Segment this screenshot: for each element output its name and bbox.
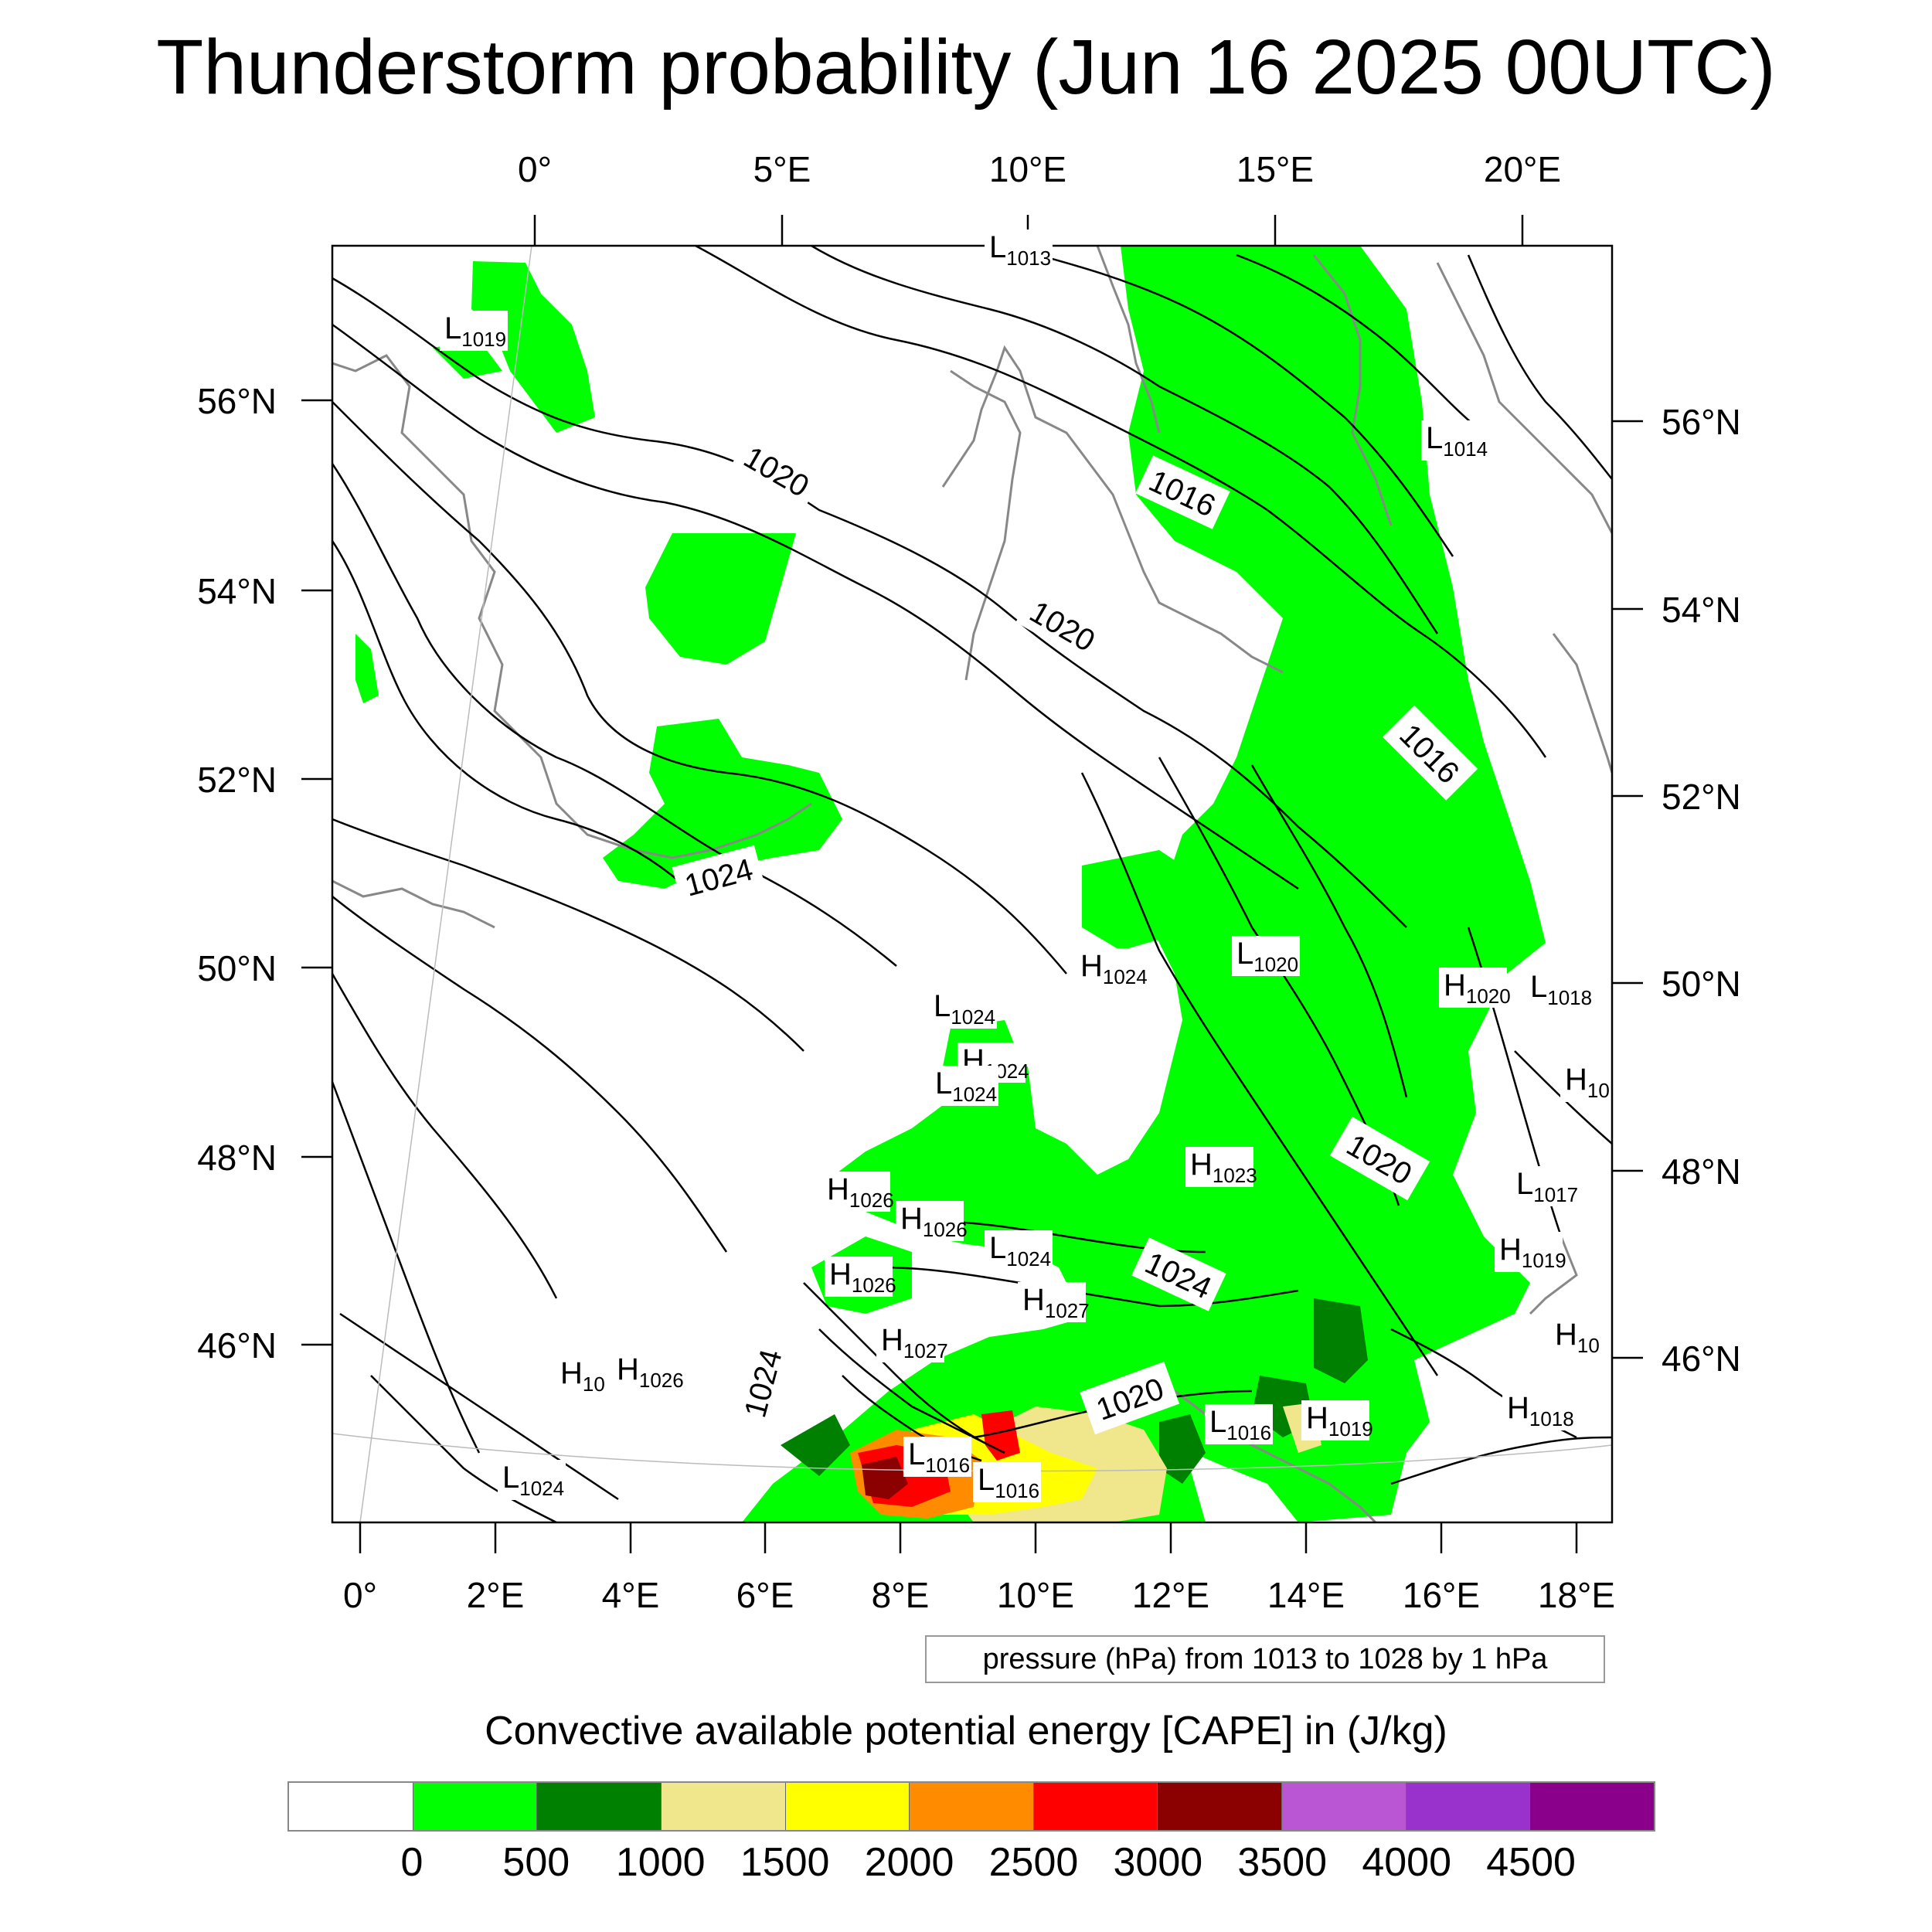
low-pressure-label: L1014 [1421, 420, 1489, 461]
colorbar-segment [1406, 1783, 1531, 1830]
lon-label-top: 15°E [1236, 149, 1314, 189]
high-pressure-label: H10 [1550, 1317, 1600, 1357]
low-pressure-label: L1016 [973, 1462, 1041, 1502]
lon-label-bottom: 6°E [736, 1575, 794, 1615]
lon-label-top: 5°E [753, 149, 811, 189]
lon-label-bottom: 2°E [467, 1575, 525, 1615]
right-lat-labels: 56°N 54°N 52°N 50°N 48°N 46°N [1662, 402, 1741, 1379]
colorbar-label: 3500 [1237, 1840, 1328, 1885]
low-pressure-label: L1016 [903, 1437, 971, 1477]
high-pressure-label: H1019 [1301, 1400, 1373, 1440]
lon-label-bottom: 18°E [1538, 1575, 1615, 1615]
contour-info-box: pressure (hPa) from 1013 to 1028 by 1 hP… [925, 1635, 1605, 1683]
lon-label-bottom: 0° [343, 1575, 377, 1615]
colorbar-segment [1282, 1783, 1406, 1830]
lat-label-left: 50°N [197, 948, 277, 988]
high-pressure-label: H1018 [1502, 1390, 1574, 1430]
high-pressure-label: H1026 [822, 1172, 894, 1212]
colorbar-label: 4000 [1362, 1840, 1452, 1885]
lat-label-right: 48°N [1662, 1151, 1741, 1192]
colorbar-segment [1530, 1783, 1655, 1830]
lat-label-right: 56°N [1662, 402, 1741, 442]
lon-label-bottom: 16°E [1403, 1575, 1480, 1615]
colorbar-segment [1033, 1783, 1158, 1830]
colorbar-label: 500 [502, 1840, 570, 1885]
low-pressure-label: L1016 [1205, 1404, 1273, 1444]
bottom-lon-labels: 0° 2°E 4°E 6°E 8°E 10°E 12°E 14°E 16°E 1… [343, 1575, 1615, 1615]
svg-text:H1027: H1027 [881, 1323, 948, 1362]
high-pressure-label: H1023 [1185, 1147, 1257, 1187]
low-pressure-label: L1018 [1526, 969, 1594, 1009]
lon-label-bottom: 10°E [997, 1575, 1074, 1615]
colorbar-label: 3000 [1113, 1840, 1203, 1885]
lat-label-left: 56°N [197, 381, 277, 421]
colorbar-segment [289, 1783, 413, 1830]
isobars [332, 246, 1612, 1522]
coastlines [332, 246, 1612, 1522]
lat-label-right: 46°N [1662, 1338, 1741, 1379]
svg-text:L1019: L1019 [444, 311, 506, 351]
lon-label-bottom: 12°E [1132, 1575, 1209, 1615]
low-pressure-label: L1017 [1512, 1166, 1580, 1206]
high-pressure-label: H10 [556, 1355, 605, 1396]
lat-label-left: 48°N [197, 1138, 277, 1178]
high-pressure-label: H1026 [896, 1201, 968, 1241]
colorbar-segment [413, 1783, 538, 1830]
lat-label-right: 50°N [1662, 964, 1741, 1004]
high-pressure-label: H1024 [1076, 948, 1148, 988]
low-pressure-label: L1024 [930, 1066, 998, 1106]
map-area [332, 246, 1612, 1522]
low-pressure-label: L1024 [985, 1230, 1053, 1270]
map-title: Thunderstorm probability (Jun 16 2025 00… [156, 24, 1776, 111]
isobar-labels: 1020 1016 1020 1016 1024 1020 1024 1024 [672, 431, 1478, 1435]
lat-label-left: 46°N [197, 1325, 277, 1366]
colorbar-labels: 0 500 1000 1500 2000 2500 3000 3500 4000 4500 [0, 1839, 1932, 1893]
graticule [332, 246, 1612, 1522]
high-pressure-label: H1027 [1018, 1282, 1090, 1322]
map-frame [331, 244, 1614, 1524]
lat-label-right: 52°N [1662, 777, 1741, 817]
low-pressure-label: L1020 [1232, 936, 1300, 976]
high-pressure-label: H1026 [612, 1352, 684, 1392]
svg-text:L1014: L1014 [1426, 421, 1488, 461]
high-pressure-label: H1027 [876, 1322, 948, 1362]
lon-label-bottom: 14°E [1267, 1575, 1345, 1615]
low-pressure-label: L1019 [440, 311, 508, 351]
high-pressure-label: H1026 [825, 1257, 896, 1297]
pressure-centers: L1013 L1019 L1014 L1020 H1024 H1020 L1018 L1024… [440, 230, 1610, 1502]
colorbar-segment [785, 1783, 910, 1830]
colorbar-title: Convective available potential energy [C… [485, 1709, 1447, 1753]
lon-label-bottom: 8°E [872, 1575, 930, 1615]
cape-shading-3000-3500 [862, 1457, 908, 1499]
high-pressure-label: H10 [1560, 1062, 1610, 1102]
lon-label-top: 0° [518, 149, 552, 189]
colorbar-segment [910, 1783, 1034, 1830]
colorbar-label: 4500 [1486, 1840, 1576, 1885]
left-lat-labels: 56°N 54°N 52°N 50°N 48°N 46°N [197, 381, 277, 1366]
high-pressure-label: H1020 [1439, 968, 1511, 1008]
colorbar-label: 1000 [615, 1840, 706, 1885]
low-pressure-label: L1013 [985, 230, 1053, 270]
lat-label-left: 54°N [197, 571, 277, 611]
low-pressure-label: L1024 [929, 988, 997, 1029]
lat-label-right: 54°N [1662, 590, 1741, 630]
low-pressure-label: L1024 [498, 1460, 566, 1500]
lon-label-top: 10°E [989, 149, 1066, 189]
lon-label-top: 20°E [1484, 149, 1561, 189]
colorbar-segment [537, 1783, 662, 1830]
colorbar-segment [1158, 1783, 1283, 1830]
colorbar [287, 1781, 1655, 1832]
colorbar-label: 0 [400, 1840, 423, 1885]
colorbar-label: 2000 [864, 1840, 954, 1885]
top-lon-labels: 0° 5°E 10°E 15°E 20°E [518, 149, 1561, 189]
colorbar-label: 2500 [988, 1840, 1079, 1885]
lat-label-left: 52°N [197, 760, 277, 800]
colorbar-segment [661, 1783, 786, 1830]
lon-label-bottom: 4°E [602, 1575, 660, 1615]
high-pressure-label: H1019 [1495, 1232, 1566, 1272]
colorbar-label: 1500 [740, 1840, 830, 1885]
